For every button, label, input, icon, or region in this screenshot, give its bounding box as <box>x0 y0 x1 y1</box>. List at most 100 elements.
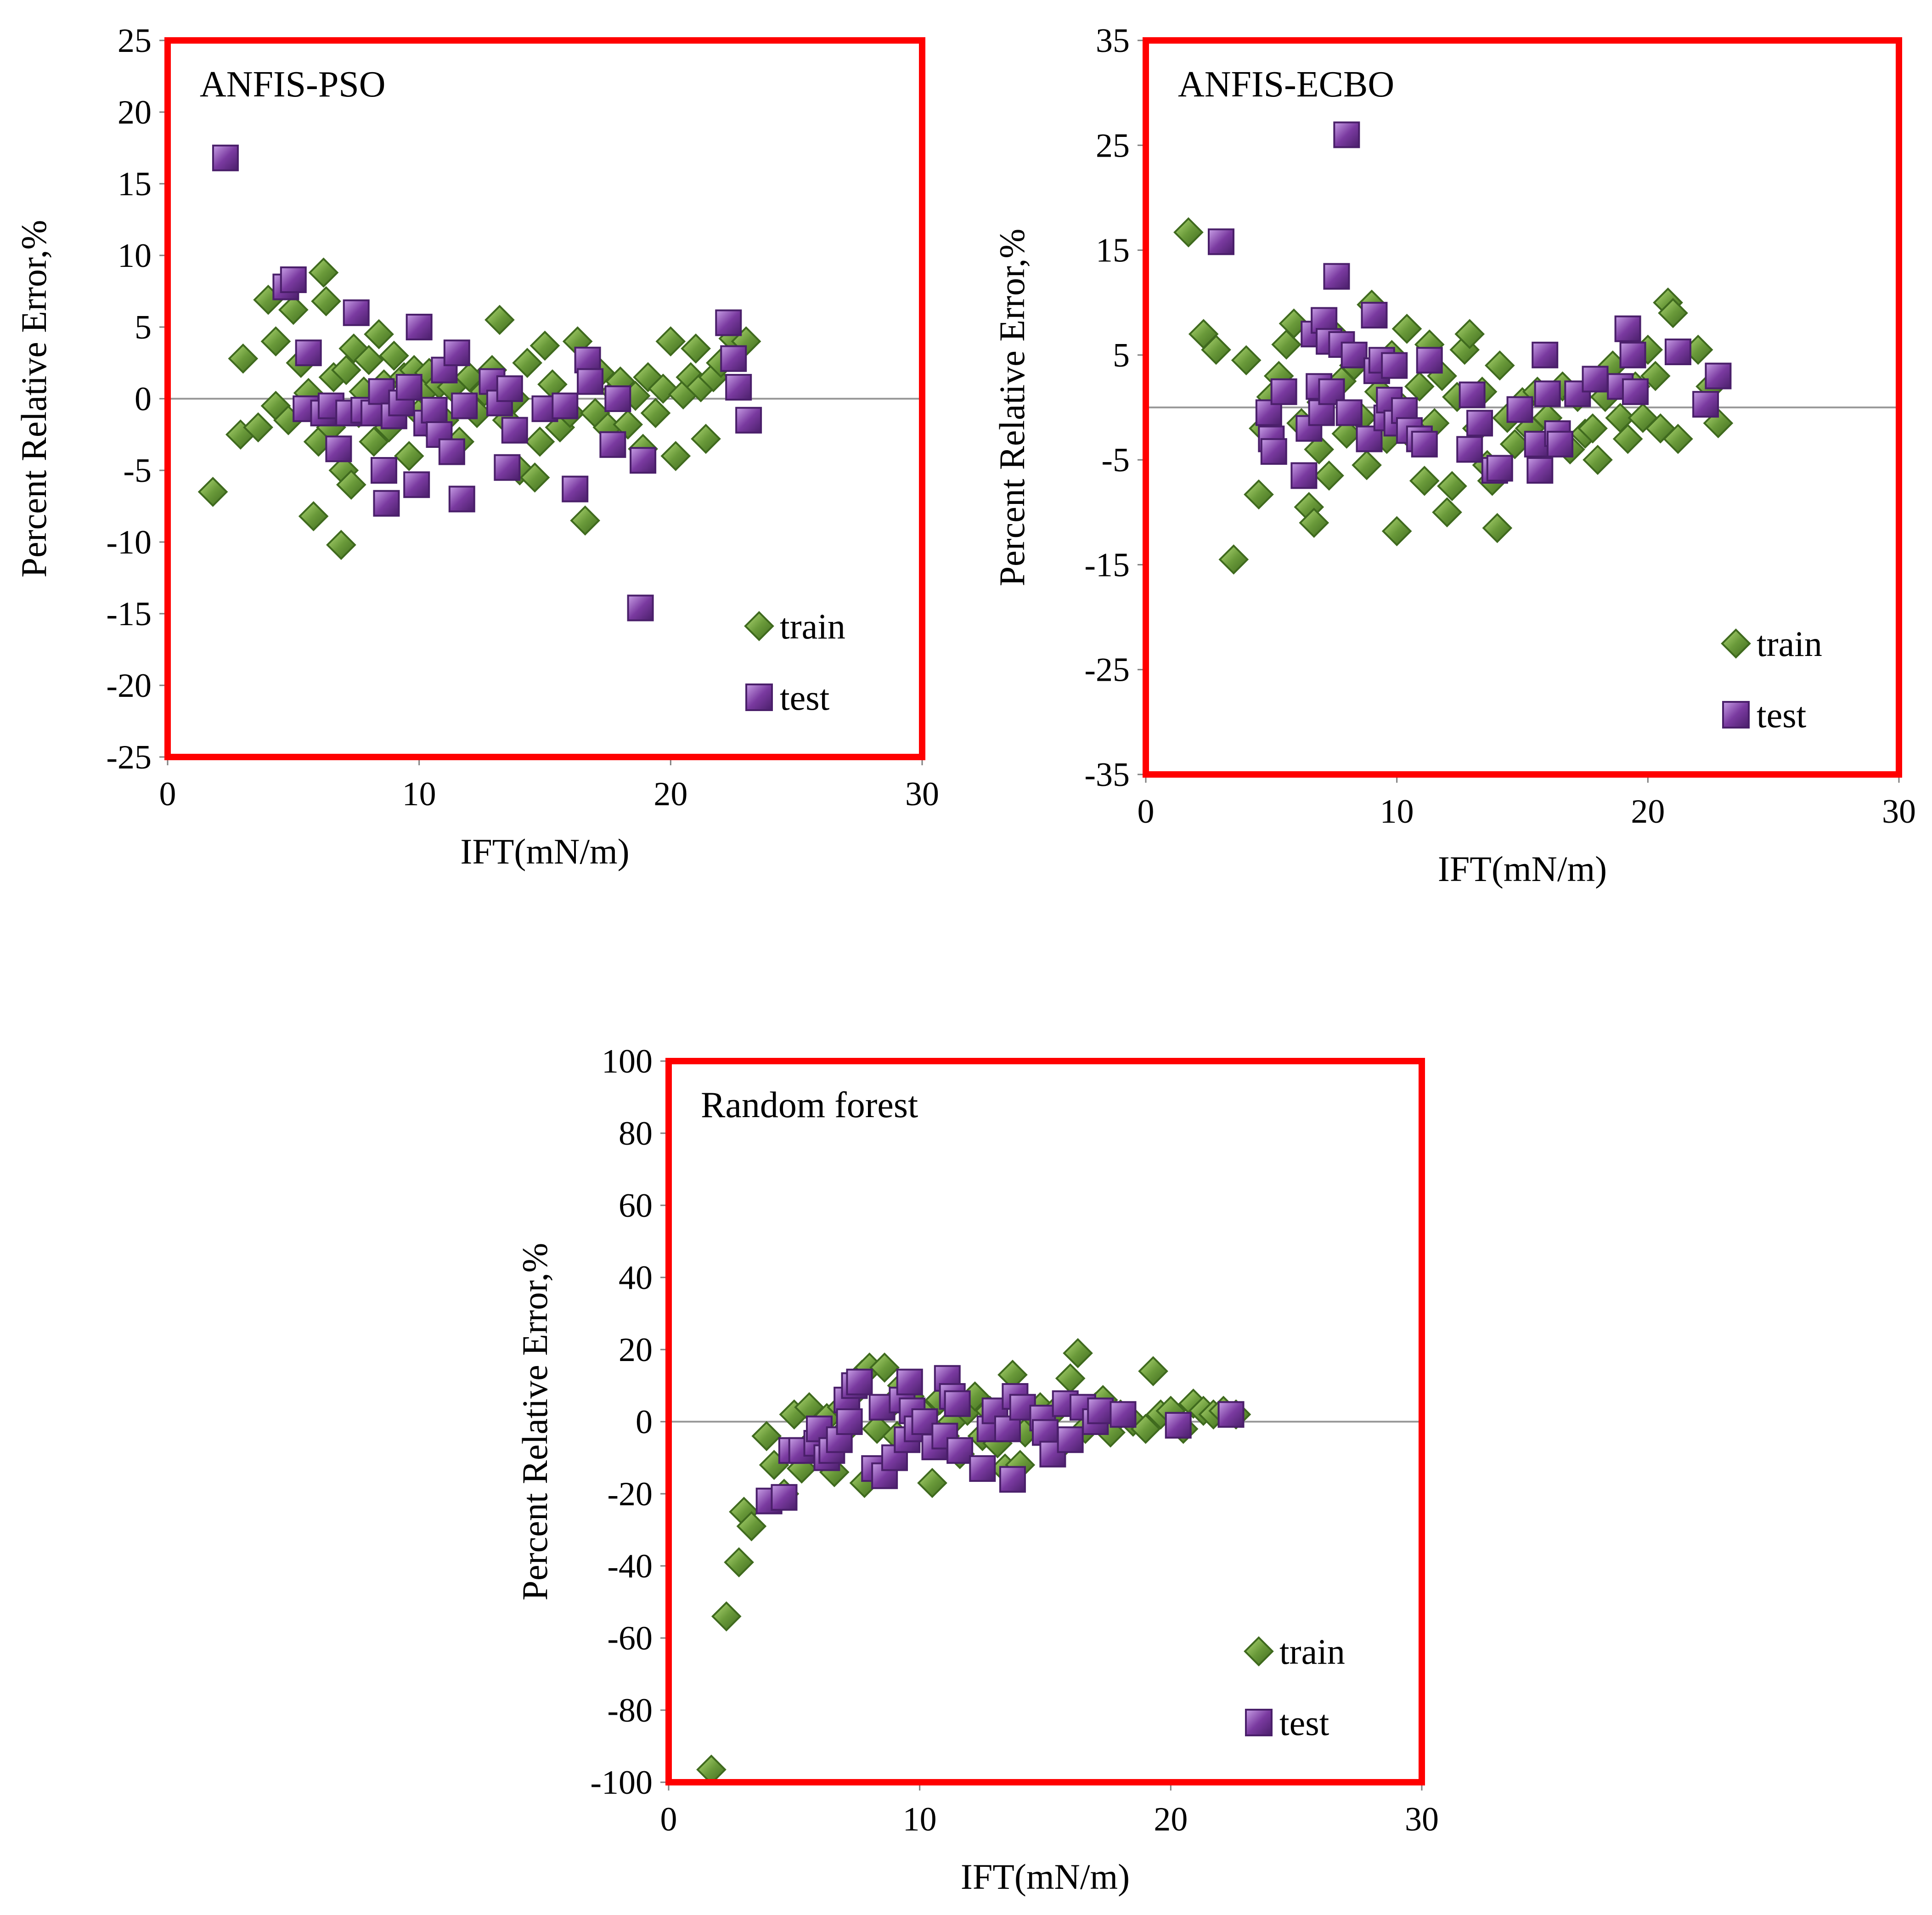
train-point <box>1454 319 1485 350</box>
test-point <box>1039 1440 1066 1468</box>
y-tick-label: 80 <box>619 1115 653 1152</box>
train-point <box>524 426 555 457</box>
test-point <box>1361 302 1388 329</box>
test-point <box>494 454 521 481</box>
train-point <box>336 469 366 500</box>
test-point <box>1582 366 1609 393</box>
test-point <box>1705 362 1732 390</box>
train-point <box>394 441 424 471</box>
train-point <box>1449 334 1480 365</box>
series-test <box>755 1365 1245 1514</box>
test-point <box>1411 430 1438 458</box>
series-test <box>212 144 762 621</box>
test-point <box>1664 339 1691 366</box>
train-point <box>364 319 394 350</box>
test-point <box>599 431 626 458</box>
test-point <box>1260 438 1287 465</box>
test-point <box>1466 410 1493 437</box>
train-point <box>1645 413 1676 444</box>
legend-train-marker <box>744 611 774 641</box>
y-axis-title: Percent Relative Error,% <box>515 1243 555 1601</box>
test-point <box>577 368 604 395</box>
test-point <box>846 1368 873 1395</box>
train-point <box>1628 403 1658 433</box>
test-point <box>1459 381 1486 408</box>
train-point <box>917 1468 947 1498</box>
train-point <box>311 286 341 316</box>
test-point <box>896 1368 923 1395</box>
train-point <box>1244 479 1274 510</box>
test-point <box>720 345 747 372</box>
x-tick-label: 0 <box>159 775 176 813</box>
x-axis-title: IFT(mN/m) <box>1438 849 1607 889</box>
train-point <box>570 505 600 536</box>
chart-panel-ecbo: 35 25 15 5 -5 -15 -25 -350 10 20 30 IFT(mN/m) Percen… <box>992 22 1916 889</box>
legend-test-label: test <box>1757 695 1807 735</box>
y-tick-label: -100 <box>590 1764 653 1802</box>
x-tick-label: 30 <box>1405 1801 1439 1838</box>
test-point <box>1534 380 1561 407</box>
train-point <box>260 326 291 357</box>
x-tick-label: 0 <box>1138 793 1155 830</box>
y-tick-label: -5 <box>1101 441 1130 479</box>
y-tick-label: 20 <box>619 1331 653 1369</box>
test-point <box>1255 399 1282 426</box>
test-point <box>1506 396 1533 423</box>
test-point <box>1057 1426 1084 1453</box>
test-point <box>1692 391 1719 418</box>
plot-frame <box>1143 37 1902 778</box>
test-point <box>604 385 631 412</box>
train-point <box>1381 516 1412 547</box>
test-point <box>1619 341 1646 368</box>
test-point <box>1335 399 1363 426</box>
y-tick-label: -20 <box>607 1475 653 1513</box>
x-tick-label: 20 <box>653 775 687 813</box>
train-point <box>512 348 542 378</box>
y-tick-label: 20 <box>118 94 152 131</box>
legend-train-label: train <box>1279 1632 1345 1672</box>
train-point <box>1173 217 1204 248</box>
x-tick-label: 30 <box>1882 793 1916 830</box>
test-point <box>1381 352 1408 379</box>
y-tick-label: -25 <box>1084 651 1130 689</box>
x-tick-label: 10 <box>402 775 436 813</box>
test-point <box>1526 457 1554 484</box>
y-tick-label: 40 <box>619 1259 653 1297</box>
train-point <box>1663 424 1693 454</box>
test-point <box>421 396 448 424</box>
x-axis-title: IFT(mN/m) <box>961 1857 1130 1897</box>
test-point <box>552 392 579 419</box>
y-tick-label: -15 <box>106 595 152 633</box>
legend-test-label: test <box>1279 1703 1329 1743</box>
train-point <box>308 257 339 288</box>
train-point <box>1055 1363 1086 1394</box>
train-point <box>331 355 361 385</box>
y-axis-title: Percent Relative Error,% <box>992 229 1032 587</box>
series-test <box>1208 121 1732 489</box>
test-point <box>999 1466 1026 1493</box>
train-point <box>724 1547 754 1577</box>
test-point <box>1622 378 1649 405</box>
train-point <box>1063 1338 1093 1368</box>
test-point <box>946 1437 974 1464</box>
x-tick-label: 20 <box>1631 793 1665 830</box>
train-point <box>1484 350 1515 381</box>
train-point <box>1331 418 1362 449</box>
test-point <box>451 392 478 419</box>
y-tick-label: 0 <box>135 380 152 418</box>
train-point <box>869 1352 900 1383</box>
x-tick-label: 30 <box>905 775 939 813</box>
y-tick-label: 15 <box>118 165 152 203</box>
x-tick-label: 0 <box>660 1801 677 1838</box>
test-point <box>406 314 433 340</box>
test-point <box>627 594 654 621</box>
train-point <box>660 441 691 471</box>
y-tick-label: 100 <box>602 1043 653 1080</box>
test-point <box>280 266 307 294</box>
train-point <box>1612 424 1643 454</box>
test-point <box>1416 347 1443 374</box>
train-point <box>1138 1356 1168 1386</box>
